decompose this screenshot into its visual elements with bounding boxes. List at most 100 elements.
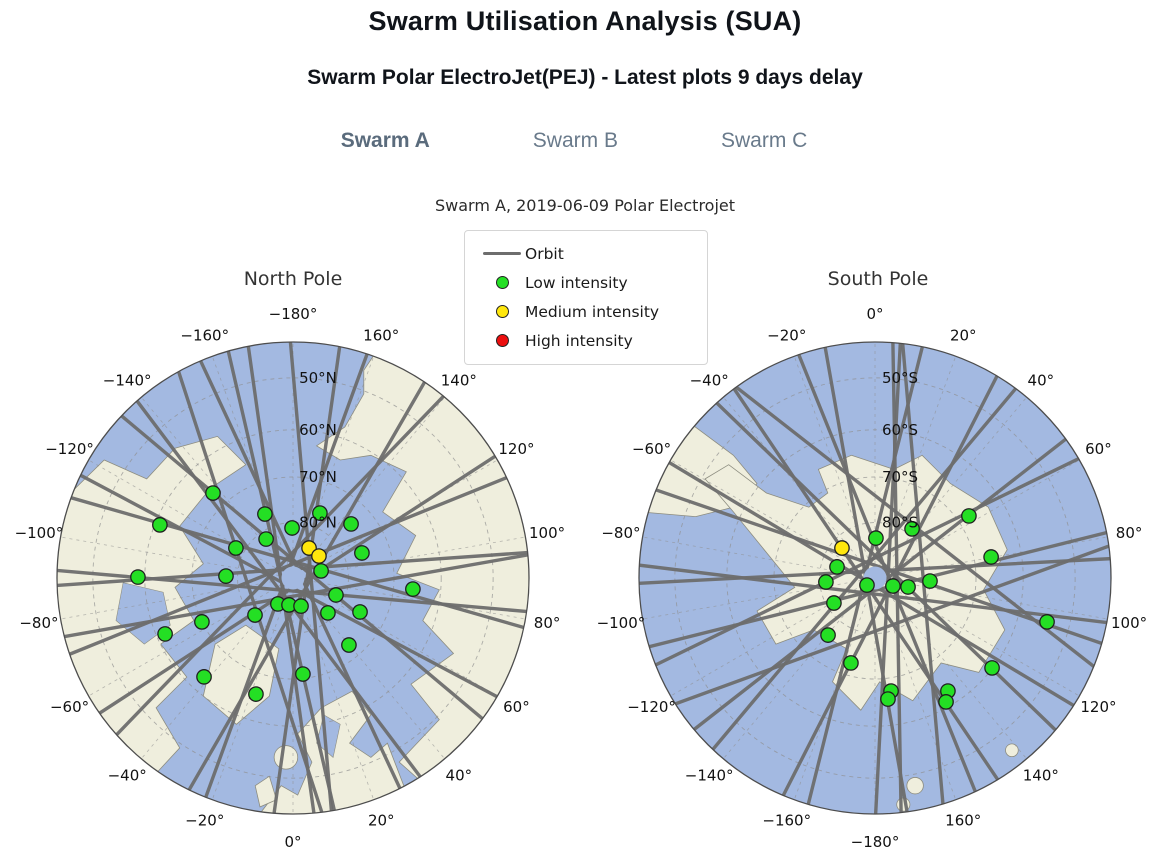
low-intensity-point <box>312 505 328 521</box>
low-intensity-point <box>829 559 845 575</box>
graticule-meridian <box>88 577 294 697</box>
orbit-line <box>57 565 529 617</box>
tab-swarm-c[interactable]: Swarm C <box>720 129 808 152</box>
north-pole-title: North Pole <box>243 268 343 290</box>
orbit-line <box>113 370 444 808</box>
graticule-meridian <box>793 577 876 800</box>
page-subtitle: Swarm Polar ElectroJet(PEJ) - Latest plo… <box>307 66 863 89</box>
longitude-tick-label: 60° <box>503 698 530 716</box>
medium-intensity-point <box>834 540 850 556</box>
legend-label: High intensity <box>525 331 633 350</box>
graticule-meridian <box>874 577 1028 760</box>
tab-swarm-b[interactable]: Swarm B <box>532 129 618 152</box>
medium-intensity-point <box>311 548 327 564</box>
low-intensity-point <box>938 694 954 710</box>
high-intensity-dot-icon <box>495 334 509 347</box>
latitude-ring-label: 50°N <box>299 369 337 387</box>
longitude-tick-label: 160° <box>945 811 981 829</box>
low-intensity-point <box>922 573 938 589</box>
graticule-meridian <box>874 577 1108 620</box>
satellite-tabs: Swarm A Swarm B Swarm C <box>0 129 1170 153</box>
longitude-tick-label: 80° <box>1116 524 1143 542</box>
latitude-ring-label: 70°S <box>882 468 918 486</box>
longitude-tick-label: −100° <box>597 614 646 632</box>
latitude-ring-label: 70°N <box>299 468 337 486</box>
longitude-tick-label: −40° <box>690 371 729 389</box>
orbit-line <box>89 368 471 763</box>
low-intensity-point <box>983 549 999 565</box>
graticule-meridian <box>292 396 446 579</box>
longitude-tick-label: 100° <box>529 524 565 542</box>
low-intensity-point <box>284 520 300 536</box>
graticule-meridian <box>722 577 876 760</box>
medium-intensity-dot-icon <box>495 305 509 318</box>
graticule-meridian <box>292 459 498 579</box>
graticule-meridian <box>292 577 446 760</box>
longitude-tick-label: −80° <box>601 524 640 542</box>
latitude-ring-label: 80°S <box>882 514 918 532</box>
latitude-ring-label: 50°S <box>882 369 918 387</box>
low-intensity-point <box>295 666 311 682</box>
graticule-meridian <box>140 577 294 760</box>
map-boundary <box>56 341 530 815</box>
tab-swarm-a[interactable]: Swarm A <box>340 129 430 152</box>
low-intensity-point <box>218 568 234 584</box>
longitude-tick-label: 80° <box>534 614 561 632</box>
low-intensity-point <box>341 637 357 653</box>
low-intensity-point <box>352 604 368 620</box>
low-intensity-point <box>258 531 274 547</box>
longitude-tick-label: 60° <box>1085 440 1112 458</box>
longitude-tick-label: 140° <box>1023 767 1059 785</box>
low-intensity-point <box>880 691 896 707</box>
figure-title: Swarm A, 2019-06-09 Polar Electrojet <box>434 196 736 215</box>
graticule-meridian <box>60 536 294 579</box>
latitude-ring-label: 80°N <box>299 514 337 532</box>
south-pole-title: South Pole <box>827 268 929 290</box>
island <box>273 745 299 770</box>
orbit-line <box>164 342 336 814</box>
longitude-tick-label: 0° <box>866 305 883 323</box>
legend-item-medium: Medium intensity <box>479 297 693 326</box>
longitude-tick-label: −40° <box>108 767 147 785</box>
low-intensity-point <box>152 517 168 533</box>
longitude-tick-label: −60° <box>50 698 89 716</box>
graticule-meridian <box>292 356 375 579</box>
longitude-tick-label: −180° <box>269 305 318 323</box>
orbit-line <box>285 342 337 814</box>
low-intensity-point <box>248 686 264 702</box>
low-intensity-point <box>818 574 834 590</box>
graticule-meridian <box>140 396 294 579</box>
graticule-meridian <box>670 577 876 697</box>
landmass <box>704 454 1008 711</box>
longitude-tick-label: −20° <box>767 327 806 345</box>
low-intensity-point <box>247 607 263 623</box>
low-intensity-point <box>293 598 309 614</box>
longitude-tick-label: 120° <box>1080 698 1116 716</box>
legend: Orbit Low intensity Medium intensity Hig… <box>464 230 708 365</box>
orbit-line <box>92 391 512 744</box>
low-intensity-point <box>328 587 344 603</box>
legend-label: Low intensity <box>525 273 628 292</box>
longitude-tick-label: 100° <box>1111 614 1147 632</box>
legend-label: Medium intensity <box>525 302 660 321</box>
low-intensity-point <box>257 506 273 522</box>
longitude-tick-label: 40° <box>446 767 473 785</box>
legend-item-orbit: Orbit <box>479 239 693 268</box>
low-intensity-point <box>826 595 842 611</box>
longitude-tick-label: −60° <box>632 440 671 458</box>
graticule-meridian <box>292 577 375 800</box>
orbit-line <box>218 342 345 814</box>
orbit-line <box>57 546 529 645</box>
legend-label: Orbit <box>525 244 564 263</box>
graticule-meridian <box>642 536 876 579</box>
longitude-tick-label: 20° <box>950 327 977 345</box>
longitude-tick-label: 120° <box>498 440 534 458</box>
graticule-meridian <box>874 396 1028 579</box>
low-intensity-point <box>157 626 173 642</box>
low-intensity-point <box>405 581 421 597</box>
longitude-tick-label: 0° <box>284 833 301 851</box>
low-intensity-point <box>859 577 875 593</box>
orbit-line <box>639 530 1111 720</box>
island <box>1005 743 1019 758</box>
